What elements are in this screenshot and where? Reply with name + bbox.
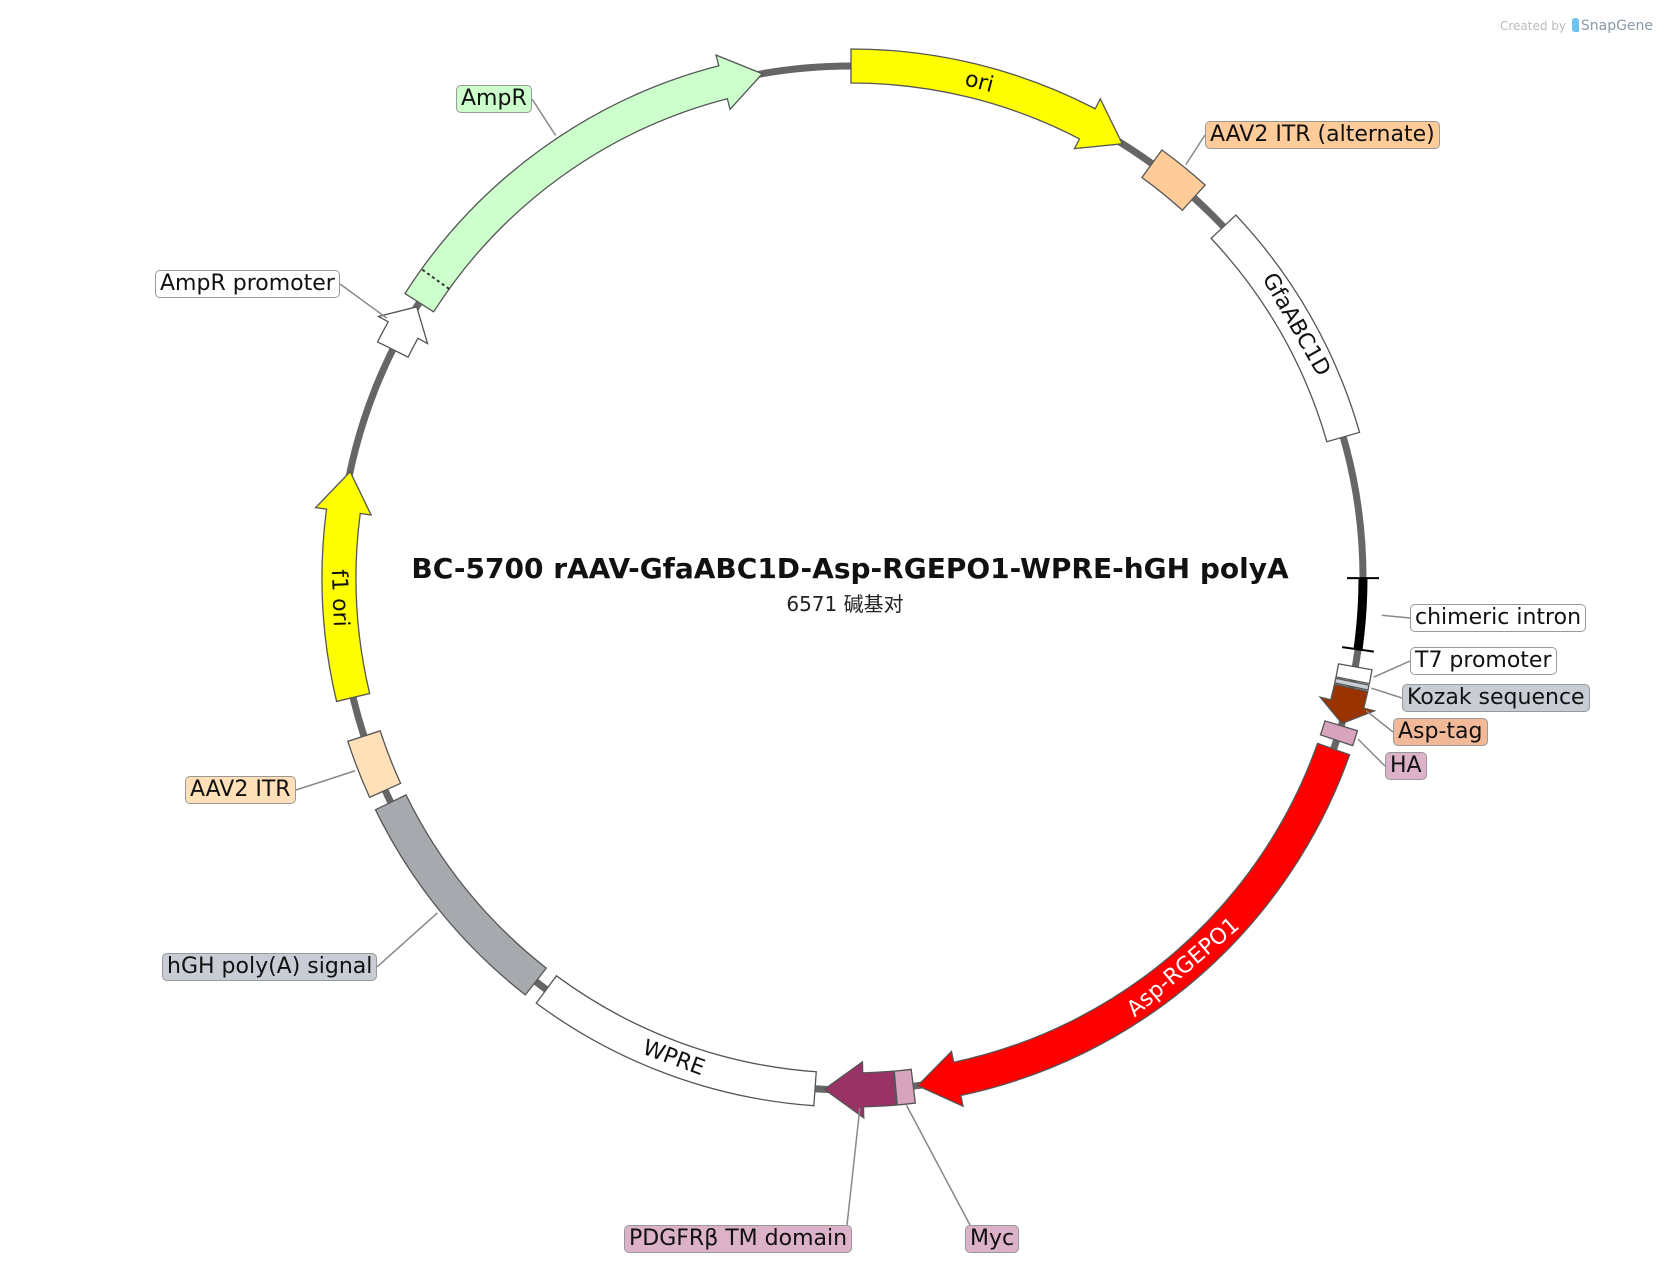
feature-hgh-poly-a-signal[interactable] xyxy=(374,793,548,996)
snapgene-logo-icon xyxy=(1571,18,1579,32)
feature-ori[interactable] xyxy=(850,48,1124,150)
feature-t7-promoter[interactable] xyxy=(1335,663,1373,685)
feature-ampr[interactable] xyxy=(404,54,764,313)
leader-line-chimeric-intron xyxy=(1381,614,1411,619)
leader-line-ha xyxy=(1357,738,1386,767)
label-aav2-itr-alternate[interactable]: AAV2 ITR (alternate) xyxy=(1205,121,1440,149)
feature-f1-ori-label: f1 ori xyxy=(326,569,353,627)
label-aav2-itr[interactable]: AAV2 ITR xyxy=(185,776,296,804)
label-chimeric-intron[interactable]: chimeric intron xyxy=(1410,604,1587,632)
leader-line-asp-tag xyxy=(1365,710,1394,733)
leader-line-hgh-poly-a-signal xyxy=(376,912,439,968)
feature-kozak-sequence[interactable] xyxy=(1333,677,1370,691)
feature-gfaabc1d[interactable] xyxy=(1210,214,1361,443)
leader-line-kozak-sequence xyxy=(1371,687,1403,699)
label-myc[interactable]: Myc xyxy=(965,1225,1020,1253)
leader-line-pdgfr-tm-domain xyxy=(846,1107,861,1226)
leader-line-myc xyxy=(905,1104,971,1226)
leader-line-aav2-itr-alternate xyxy=(1185,134,1206,166)
feature-aav2-itr-alternate[interactable] xyxy=(1141,149,1207,212)
leader-line-aav2-itr xyxy=(295,770,356,791)
feature-f1-ori[interactable] xyxy=(314,470,373,703)
feature-chimeric-intron-boundary-1 xyxy=(1342,646,1374,653)
feature-asp-tag[interactable] xyxy=(1318,683,1377,725)
watermark-brand: SnapGene xyxy=(1580,18,1654,34)
feature-asp-rgepo1-label: Asp-RGEPO1 xyxy=(1122,913,1244,1022)
label-hgh-poly-a-signal[interactable]: hGH poly(A) signal xyxy=(162,953,378,981)
feature-aav2-itr[interactable] xyxy=(347,730,402,799)
watermark-prefix: Created by xyxy=(1500,19,1567,33)
feature-gfaabc1d-label: GfaABC1D xyxy=(1257,269,1335,381)
feature-ampr-promoter[interactable] xyxy=(376,306,429,358)
feature-pdgfr-tm-domain[interactable] xyxy=(823,1060,897,1120)
plasmid-length: 6571 碱基对 xyxy=(786,592,904,616)
leader-line-ampr xyxy=(531,98,557,136)
label-pdgfr-tm-domain[interactable]: PDGFRβ TM domain xyxy=(624,1225,853,1253)
plasmid-title: BC-5700 rAAV-GfaABC1D-Asp-RGEPO1-WPRE-hG… xyxy=(411,552,1289,585)
leader-line-t7-promoter xyxy=(1373,660,1411,678)
feature-asp-rgepo1[interactable] xyxy=(916,742,1351,1108)
label-kozak-sequence[interactable]: Kozak sequence xyxy=(1402,684,1590,712)
feature-ha[interactable] xyxy=(1319,720,1359,747)
label-t7-promoter[interactable]: T7 promoter xyxy=(1410,647,1557,675)
feature-myc[interactable] xyxy=(893,1068,917,1106)
label-asp-tag[interactable]: Asp-tag xyxy=(1393,718,1488,746)
label-ha[interactable]: HA xyxy=(1385,752,1427,780)
label-ampr-promoter[interactable]: AmpR promoter xyxy=(155,270,340,298)
label-ampr[interactable]: AmpR xyxy=(456,85,532,113)
snapgene-watermark: Created by SnapGene xyxy=(1500,18,1653,34)
feature-wpre[interactable] xyxy=(535,974,817,1107)
leader-line-ampr-promoter xyxy=(339,283,388,319)
